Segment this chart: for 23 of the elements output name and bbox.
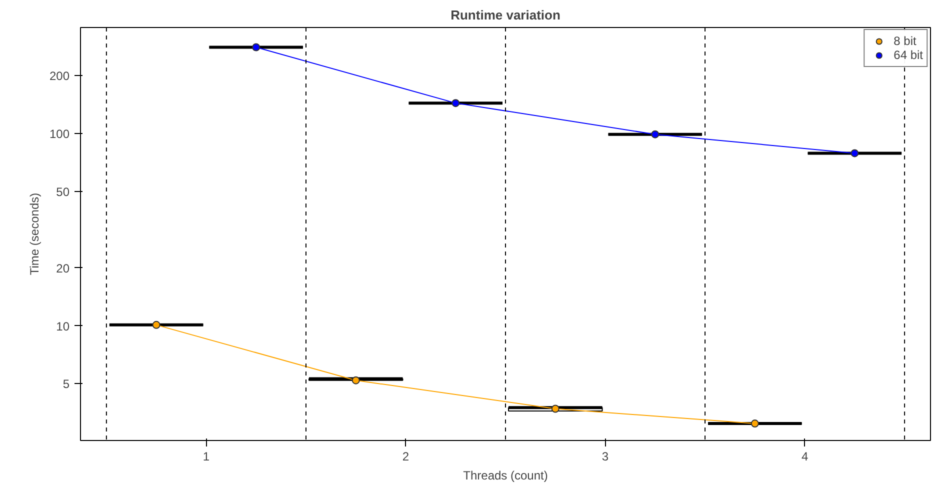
y-tick-label: 100 <box>49 127 70 142</box>
point <box>452 99 460 108</box>
point <box>850 149 859 158</box>
point <box>750 420 759 428</box>
y-axis-title: Time (seconds) <box>27 192 42 276</box>
y-tick-label: 200 <box>49 69 70 84</box>
point <box>551 404 560 413</box>
x-tick-label: 1 <box>202 450 210 464</box>
point <box>252 43 260 52</box>
y-tick-label: 10 <box>56 319 70 334</box>
x-tick-label: 4 <box>801 450 808 464</box>
point <box>352 376 360 384</box>
x-tick-label: 3 <box>602 450 609 464</box>
point <box>651 130 660 138</box>
x-tick-label: 2 <box>402 450 410 464</box>
legend-label: 64 bit <box>894 48 923 62</box>
y-tick-label: 50 <box>56 184 70 199</box>
point <box>152 320 160 329</box>
y-tick-label: 20 <box>56 261 70 276</box>
x-axis-title: Threads (count) <box>463 468 548 482</box>
y-tick-label: 5 <box>62 377 70 392</box>
legend-label: 8 bit <box>894 34 916 48</box>
chart-title: Runtime variation <box>450 8 560 22</box>
